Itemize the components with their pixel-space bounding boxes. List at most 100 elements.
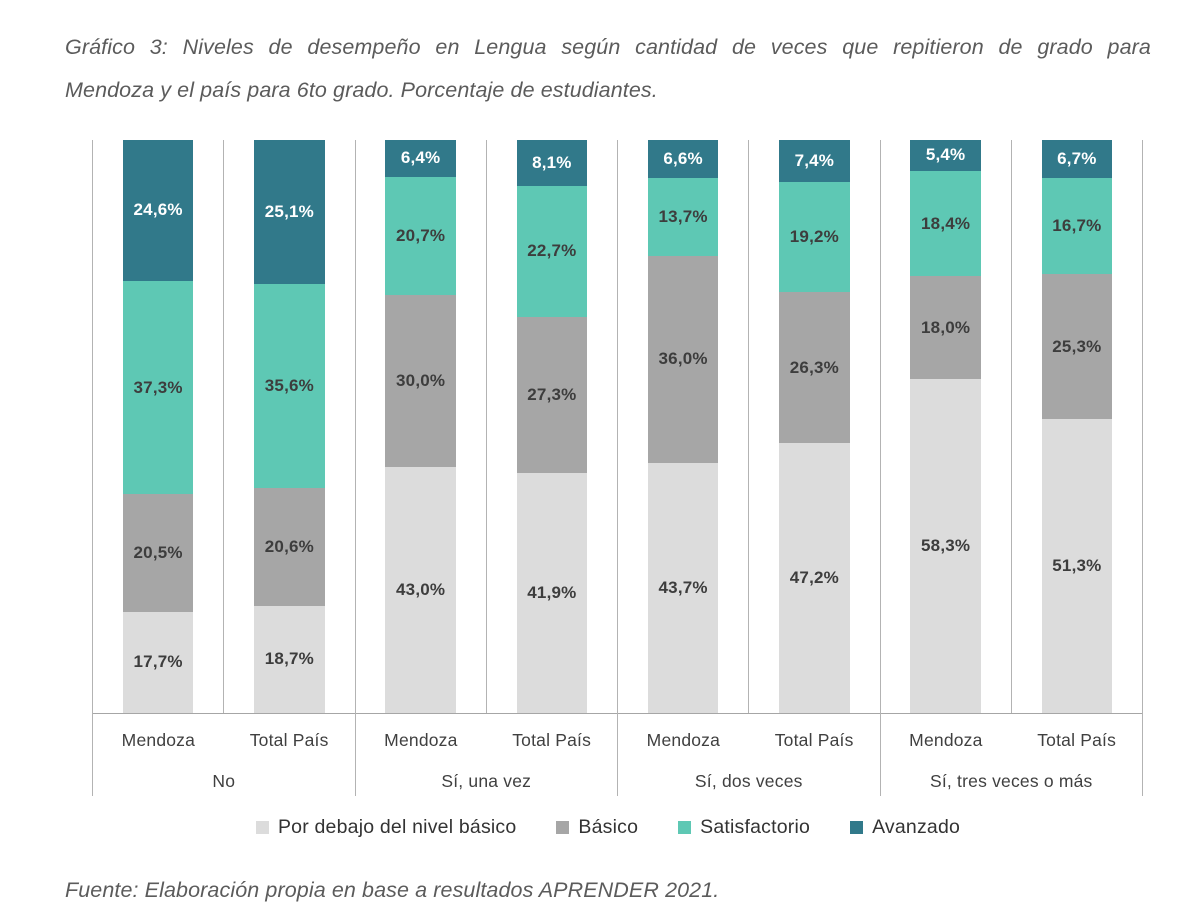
segment-value-label: 37,3%: [133, 377, 183, 397]
legend-swatch-icon: [556, 821, 570, 834]
bar-column: 58,3% 18,0% 18,4% 5,4%: [881, 140, 1011, 713]
segment-value-label: 27,3%: [527, 384, 577, 404]
legend-label: Básico: [578, 816, 639, 838]
legend-swatch-icon: [255, 821, 269, 834]
bar-segment: 6,7%: [1041, 140, 1113, 179]
group-plot-area: 43,0% 30,0% 20,7% 6,4% 41,9% 27,3% 22,7% 8,1%: [356, 140, 618, 713]
bar-segment: 6,6%: [647, 140, 719, 178]
group-category-labels: Mendoza Total País: [880, 713, 1142, 767]
bar-column: 51,3% 25,3% 16,7% 6,7%: [1010, 140, 1142, 713]
group-category-labels: Mendoza Total País: [618, 713, 880, 767]
bar-segment: 7,4%: [779, 140, 850, 183]
segment-value-label: 8,1%: [532, 153, 572, 173]
legend-label: Avanzado: [872, 816, 961, 838]
segment-value-label: 41,9%: [527, 582, 577, 602]
group-label: Sí, una vez: [441, 771, 532, 791]
segment-value-label: 16,7%: [1052, 216, 1102, 236]
bar-segment: 5,4%: [910, 140, 981, 171]
bar-segment: 18,4%: [910, 170, 981, 277]
category-label: Total País: [512, 730, 592, 750]
source-note: Fuente: Elaboración propia en base a res…: [65, 878, 720, 902]
bar-segment: 35,6%: [254, 283, 325, 488]
bar-segment: 6,4%: [385, 140, 456, 177]
category-label: Total País: [1037, 730, 1117, 750]
stacked-bar: 47,2% 26,3% 19,2% 7,4%: [779, 140, 850, 713]
segment-value-label: 19,2%: [789, 227, 839, 247]
bar-column: 18,7% 20,6% 35,6% 25,1%: [223, 140, 354, 713]
bar-column: 17,7% 20,5% 37,3% 24,6%: [93, 140, 223, 713]
segment-value-label: 51,3%: [1052, 556, 1102, 576]
chart-group-3: 43,7% 36,0% 13,7% 6,6% 47,2% 26,3% 19,2% 7,4% Me…: [617, 140, 880, 796]
chart-title-line2: Mendoza y el país para 6to grado. Porcen…: [65, 78, 658, 102]
legend-label: Por debajo del nivel básico: [277, 816, 517, 838]
chart-group-1: 17,7% 20,5% 37,3% 24,6% 18,7% 20,6% 35,6% 25,1%…: [92, 140, 355, 796]
segment-value-label: 43,0%: [396, 579, 446, 599]
bar-segment: 8,1%: [516, 140, 588, 187]
category-label: Mendoza: [909, 730, 983, 750]
bar-column: 47,2% 26,3% 19,2% 7,4%: [748, 140, 879, 713]
bar-segment: 36,0%: [647, 256, 719, 463]
segment-value-label: 20,5%: [133, 543, 183, 563]
chart-group-2: 43,0% 30,0% 20,7% 6,4% 41,9% 27,3% 22,7% 8,1% Me…: [354, 140, 618, 796]
bar-segment: 27,3%: [516, 316, 588, 473]
bar-segment: 47,2%: [779, 442, 850, 713]
stacked-bar: 17,7% 20,5% 37,3% 24,6%: [122, 140, 194, 713]
category-label: Mendoza: [384, 730, 458, 750]
segment-value-label: 6,6%: [663, 148, 703, 168]
group-label: No: [212, 771, 236, 791]
bar-segment: 43,7%: [647, 462, 719, 713]
group-plot-area: 43,7% 36,0% 13,7% 6,6% 47,2% 26,3% 19,2% 7,4%: [618, 140, 880, 713]
bar-segment: 41,9%: [516, 472, 588, 713]
chart-title: Gráfico 3: Niveles de desempeño en Lengu…: [65, 26, 1151, 112]
group-label: Sí, tres veces o más: [929, 771, 1093, 791]
bar-segment: 43,0%: [385, 466, 456, 713]
stacked-bar: 43,0% 30,0% 20,7% 6,4%: [385, 140, 456, 713]
category-label: Total País: [774, 730, 854, 750]
legend-swatch-icon: [678, 821, 692, 834]
stacked-bar: 41,9% 27,3% 22,7% 8,1%: [516, 140, 588, 713]
segment-value-label: 18,0%: [921, 317, 971, 337]
segment-value-label: 35,6%: [264, 375, 314, 395]
legend-item: Básico: [556, 816, 638, 839]
legend-label: Satisfactorio: [700, 816, 811, 838]
segment-value-label: 13,7%: [658, 207, 708, 227]
legend-swatch-icon: [850, 821, 864, 834]
stacked-bar: 51,3% 25,3% 16,7% 6,7%: [1041, 140, 1113, 713]
segment-value-label: 18,4%: [921, 213, 971, 233]
group-label: Sí, dos veces: [694, 771, 803, 791]
segment-value-label: 20,6%: [264, 536, 314, 556]
bar-segment: 24,6%: [122, 140, 194, 281]
segment-value-label: 26,3%: [789, 357, 839, 377]
stacked-bar-chart: 17,7% 20,5% 37,3% 24,6% 18,7% 20,6% 35,6% 25,1%…: [92, 140, 1143, 796]
segment-value-label: 30,0%: [396, 371, 446, 390]
bar-column: 43,0% 30,0% 20,7% 6,4%: [356, 140, 486, 713]
legend-item: Satisfactorio: [678, 816, 810, 839]
legend-item: Avanzado: [850, 816, 960, 839]
bar-segment: 37,3%: [122, 280, 194, 495]
group-category-labels: Mendoza Total País: [355, 713, 617, 767]
bar-column: 41,9% 27,3% 22,7% 8,1%: [485, 140, 617, 713]
category-label: Mendoza: [646, 730, 721, 750]
segment-value-label: 47,2%: [789, 567, 839, 587]
chart-group-4: 58,3% 18,0% 18,4% 5,4% 51,3% 25,3% 16,7% 6,7% Me…: [879, 140, 1143, 796]
segment-value-label: 58,3%: [921, 536, 971, 556]
bar-segment: 26,3%: [779, 292, 850, 443]
segment-value-label: 25,1%: [264, 201, 314, 221]
bar-segment: 18,7%: [254, 605, 325, 713]
bar-segment: 25,1%: [254, 140, 325, 284]
stacked-bar: 58,3% 18,0% 18,4% 5,4%: [910, 140, 981, 713]
segment-value-label: 18,7%: [264, 649, 314, 669]
chart-title-line1: Gráfico 3: Niveles de desempeño en Lengu…: [65, 35, 1151, 59]
stacked-bar: 43,7% 36,0% 13,7% 6,6%: [647, 140, 719, 713]
segment-value-label: 20,7%: [396, 225, 446, 245]
segment-value-label: 6,4%: [400, 148, 441, 168]
category-label: Mendoza: [121, 730, 196, 750]
segment-value-label: 24,6%: [133, 200, 183, 220]
bar-segment: 20,7%: [385, 176, 456, 296]
segment-value-label: 5,4%: [925, 145, 966, 165]
bar-segment: 22,7%: [516, 186, 588, 317]
segment-value-label: 36,0%: [658, 349, 708, 369]
bar-segment: 19,2%: [779, 182, 850, 293]
bar-segment: 58,3%: [910, 379, 981, 713]
